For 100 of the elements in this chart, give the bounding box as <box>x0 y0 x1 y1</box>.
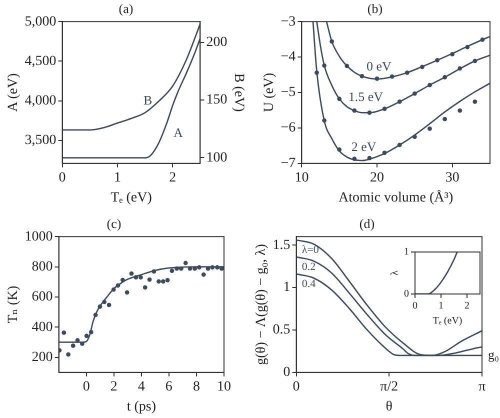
x-tick-label: 0 <box>58 170 66 186</box>
point <box>170 268 174 274</box>
y2-tick-label: 100 <box>206 150 228 166</box>
point <box>192 266 198 271</box>
point <box>442 116 448 122</box>
y2-axis-title: B (eV) <box>230 73 246 112</box>
x-axis-title: Tₑ (eV) <box>432 316 462 327</box>
y2-tick-label: 200 <box>206 35 228 50</box>
point <box>156 279 161 284</box>
point <box>458 108 462 113</box>
point <box>84 334 89 338</box>
point <box>197 265 202 270</box>
chart-title: (c) <box>106 216 122 232</box>
x-tick-label: π/2 <box>380 379 398 394</box>
series-label: 0 eV <box>366 58 392 74</box>
y-tick-label: 5,000 <box>24 14 56 30</box>
point <box>160 279 166 284</box>
point <box>124 290 130 295</box>
x-tick-label: 20 <box>370 170 384 186</box>
y-axis-title: Tₙ (K) <box>6 285 22 324</box>
series-label: 0.4 <box>302 278 316 290</box>
series-label: 2 eV <box>351 139 377 154</box>
x-tick-label: 1 <box>114 170 121 186</box>
series-label: λ=0 <box>302 244 320 256</box>
y-axis-title: g(θ) − Λ(g(θ) − g₀, λ) <box>254 244 270 365</box>
y-axis-title: U (eV) <box>262 72 278 112</box>
y-tick-label: 3,500 <box>24 133 56 148</box>
series-label: 1.5 eV <box>348 88 384 104</box>
line-series <box>62 38 200 159</box>
x-axis-title: t (ps) <box>126 399 156 414</box>
x-axis-title: Atomic volume (Å³) <box>338 189 454 206</box>
y-tick-label: −4 <box>280 50 296 65</box>
point <box>93 312 98 318</box>
y-tick-label: −7 <box>280 156 296 172</box>
x-tick-label: 2 <box>110 379 118 394</box>
y-tick-label: 4,000 <box>24 93 56 108</box>
x-tick-label: 10 <box>294 170 309 186</box>
point <box>120 278 125 282</box>
point <box>174 266 179 271</box>
y-axis-title: λ <box>390 270 401 276</box>
x-tick-label: 0 <box>82 379 90 394</box>
point <box>165 278 170 282</box>
x-axis-title: Tₑ (eV) <box>110 190 152 206</box>
y-tick-label: 600 <box>32 290 53 305</box>
x-tick-label: 1 <box>438 300 444 312</box>
chart-title: (d) <box>359 216 375 232</box>
y-tick-label: 4,500 <box>24 54 56 69</box>
point <box>106 302 112 308</box>
x-tick-label: 30 <box>445 170 460 186</box>
chart-title: (a) <box>118 1 134 16</box>
series-label: 0.2 <box>302 261 316 274</box>
x-tick-label: 6 <box>165 379 172 394</box>
y-tick-label: 1 <box>283 280 290 296</box>
y-tick-label: 0 <box>283 365 290 380</box>
point <box>134 275 138 280</box>
point <box>102 300 107 304</box>
y-tick-label: −6 <box>280 120 296 136</box>
point <box>111 287 116 292</box>
x-tick-label: 0 <box>412 300 418 312</box>
point <box>472 100 478 104</box>
chart-title: (b) <box>367 1 383 16</box>
x-tick-label: 4 <box>138 379 145 394</box>
series-label: B <box>143 92 152 108</box>
y-tick-label: 800 <box>32 259 53 274</box>
y-tick-label: 200 <box>32 350 53 365</box>
x-tick-label: π <box>478 379 486 394</box>
y-tick-label: 0.5 <box>272 322 290 338</box>
point <box>183 260 188 266</box>
point <box>201 272 206 277</box>
line-series <box>316 22 490 114</box>
point <box>147 277 152 282</box>
point <box>178 266 184 271</box>
y-axis-title: A (eV) <box>6 72 22 112</box>
line-series <box>326 22 490 80</box>
y-tick-label: −3 <box>280 14 296 30</box>
y2-tick-label: 150 <box>206 92 228 108</box>
point <box>210 265 215 270</box>
series-label: A <box>173 125 184 140</box>
point <box>219 266 224 271</box>
point <box>98 304 102 309</box>
point <box>142 285 148 290</box>
y-tick-label: 400 <box>32 320 53 335</box>
point <box>129 271 134 276</box>
x-tick-label: 8 <box>192 379 200 394</box>
x-tick-label: 10 <box>217 379 231 394</box>
point <box>206 266 210 271</box>
point <box>66 352 70 357</box>
point <box>428 126 432 131</box>
point <box>215 265 220 270</box>
annotation: g₀ <box>488 346 500 362</box>
point <box>188 266 192 271</box>
point <box>138 275 143 280</box>
y-tick-label: −5 <box>280 85 296 100</box>
point <box>62 330 66 335</box>
x-tick-label: 2 <box>169 170 176 186</box>
x-axis-title: θ <box>386 399 393 414</box>
point <box>152 269 156 274</box>
x-tick-label: 2 <box>464 300 470 312</box>
point <box>70 343 76 348</box>
point <box>88 330 94 334</box>
